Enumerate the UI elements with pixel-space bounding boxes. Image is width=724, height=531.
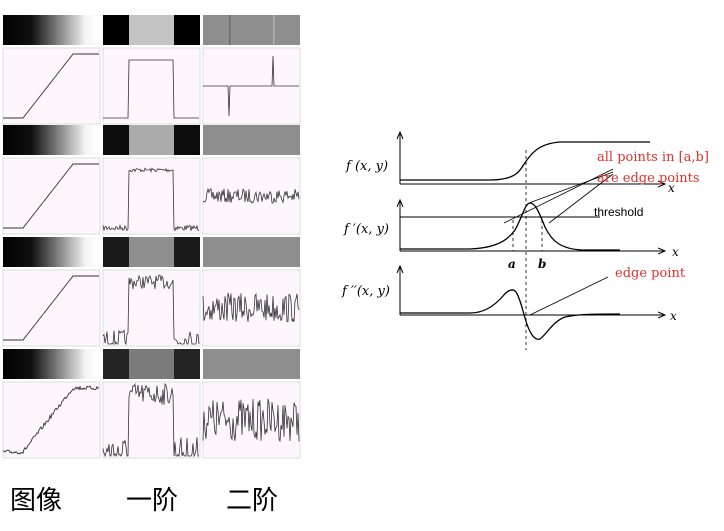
curve-label-f-double-prime: f ′′(x, y)	[341, 284, 390, 299]
x-axis-label-f-double-prime: x	[670, 309, 677, 323]
second-derivative-band	[203, 125, 300, 155]
first-derivative-profile-line	[102, 382, 199, 458]
first-derivative-band-right	[174, 125, 200, 155]
first-derivative-profile-line	[102, 167, 200, 232]
annotation-edge-points-line2: are edge points	[597, 171, 700, 186]
first-derivative-band-right	[174, 237, 200, 267]
point-label-a: a	[508, 257, 516, 271]
first-derivative-band-right	[174, 349, 200, 379]
curve-f	[400, 141, 650, 181]
threshold-label: threshold	[594, 205, 643, 219]
ramp-image-band	[3, 125, 100, 155]
second-derivative-profile-line	[202, 292, 300, 323]
profile-plot-box	[102, 381, 201, 459]
first-derivative-band-left	[103, 125, 129, 155]
first-derivative-band-middle	[129, 349, 174, 379]
curve-label-f-prime: f ′(x, y)	[343, 222, 389, 237]
second-derivative-band	[203, 237, 300, 267]
pointer-line-edge-point	[529, 276, 609, 316]
second-derivative-profile-line	[203, 55, 299, 117]
edge-profile-grid	[2, 15, 301, 459]
column-label-image: 图像	[10, 486, 63, 516]
pointer-line-2	[528, 171, 614, 204]
first-derivative-band-right	[174, 15, 200, 45]
pointer-line-3	[548, 173, 614, 224]
second-derivative-band	[203, 349, 300, 379]
profile-plot-box	[2, 381, 101, 459]
point-label-b: b	[538, 257, 546, 271]
curve-f-double-prime	[400, 289, 621, 340]
curve-label-f: f (x, y)	[345, 159, 388, 174]
ramp-profile-line	[3, 163, 99, 229]
first-derivative-band-left	[103, 15, 129, 45]
profile-plot-box	[102, 47, 201, 125]
second-derivative-band	[203, 15, 300, 45]
annotation-edge-points-line1: all points in [a,b]	[597, 150, 709, 165]
second-derivative-band-edge	[229, 15, 231, 45]
column-label-second-derivative: 二阶	[226, 486, 279, 516]
derivative-curves-diagram: f (x, y) f ′(x, y) f ′′(x, y) x x x thre…	[341, 120, 709, 350]
first-derivative-band-middle	[129, 15, 174, 45]
second-derivative-band-edge	[273, 15, 275, 45]
ramp-image-band	[3, 15, 100, 45]
first-derivative-band-middle	[129, 125, 174, 155]
first-derivative-profile-line	[102, 274, 200, 346]
first-derivative-profile-line	[103, 59, 199, 119]
profile-plot-box	[2, 47, 101, 125]
ramp-profile-line	[3, 275, 99, 341]
profile-plot-box	[2, 269, 101, 347]
x-axis-label-f: x	[668, 181, 675, 195]
second-derivative-profile-line	[202, 187, 300, 204]
first-derivative-band-left	[103, 237, 129, 267]
first-derivative-band-middle	[129, 237, 174, 267]
second-derivative-profile-line	[202, 398, 300, 442]
ramp-image-band	[3, 237, 100, 267]
x-axis-label-f-prime: x	[672, 245, 679, 259]
profile-plot-box	[202, 381, 301, 459]
first-derivative-band-left	[103, 349, 129, 379]
ramp-image-band	[3, 349, 100, 379]
ramp-profile-line	[2, 385, 100, 455]
annotation-edge-point: edge point	[615, 266, 686, 281]
curve-f-prime	[400, 202, 620, 251]
profile-plot-box	[2, 157, 101, 235]
pointer-line-1	[503, 168, 614, 224]
ramp-profile-line	[3, 53, 99, 119]
column-label-first-derivative: 一阶	[126, 486, 179, 516]
